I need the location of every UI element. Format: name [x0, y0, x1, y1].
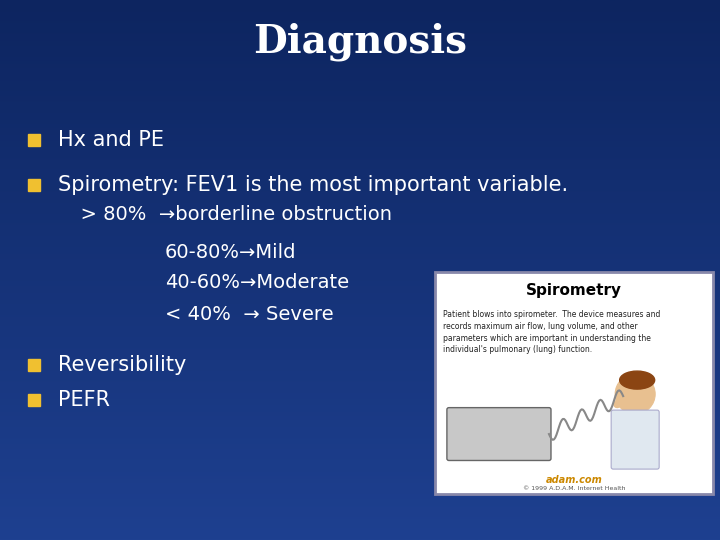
- Text: Diagnosis: Diagnosis: [253, 23, 467, 61]
- Bar: [435, 272, 713, 494]
- Bar: [28, 394, 40, 406]
- Text: 40-60%→Moderate: 40-60%→Moderate: [165, 273, 349, 293]
- Text: Spirometry: FEV1 is the most important variable.: Spirometry: FEV1 is the most important v…: [58, 175, 568, 195]
- Text: > 80%  →borderline obstruction: > 80% →borderline obstruction: [68, 206, 392, 225]
- Bar: [28, 134, 40, 146]
- Text: Patient blows into spirometer.  The device measures and
records maximum air flow: Patient blows into spirometer. The devic…: [443, 310, 660, 354]
- FancyBboxPatch shape: [447, 408, 551, 461]
- Bar: [28, 359, 40, 371]
- Text: © 1999 A.D.A.M. Internet Health: © 1999 A.D.A.M. Internet Health: [523, 487, 625, 491]
- Text: Reversibility: Reversibility: [58, 355, 186, 375]
- Text: PEFR: PEFR: [58, 390, 110, 410]
- Circle shape: [615, 374, 655, 414]
- Text: Spirometry: Spirometry: [526, 282, 622, 298]
- Bar: [28, 179, 40, 191]
- Text: < 40%  → Severe: < 40% → Severe: [165, 305, 333, 323]
- FancyBboxPatch shape: [611, 410, 660, 469]
- Text: adam.com: adam.com: [546, 475, 603, 485]
- Text: Hx and PE: Hx and PE: [58, 130, 164, 150]
- Text: 60-80%→Mild: 60-80%→Mild: [165, 242, 297, 261]
- Ellipse shape: [620, 371, 654, 389]
